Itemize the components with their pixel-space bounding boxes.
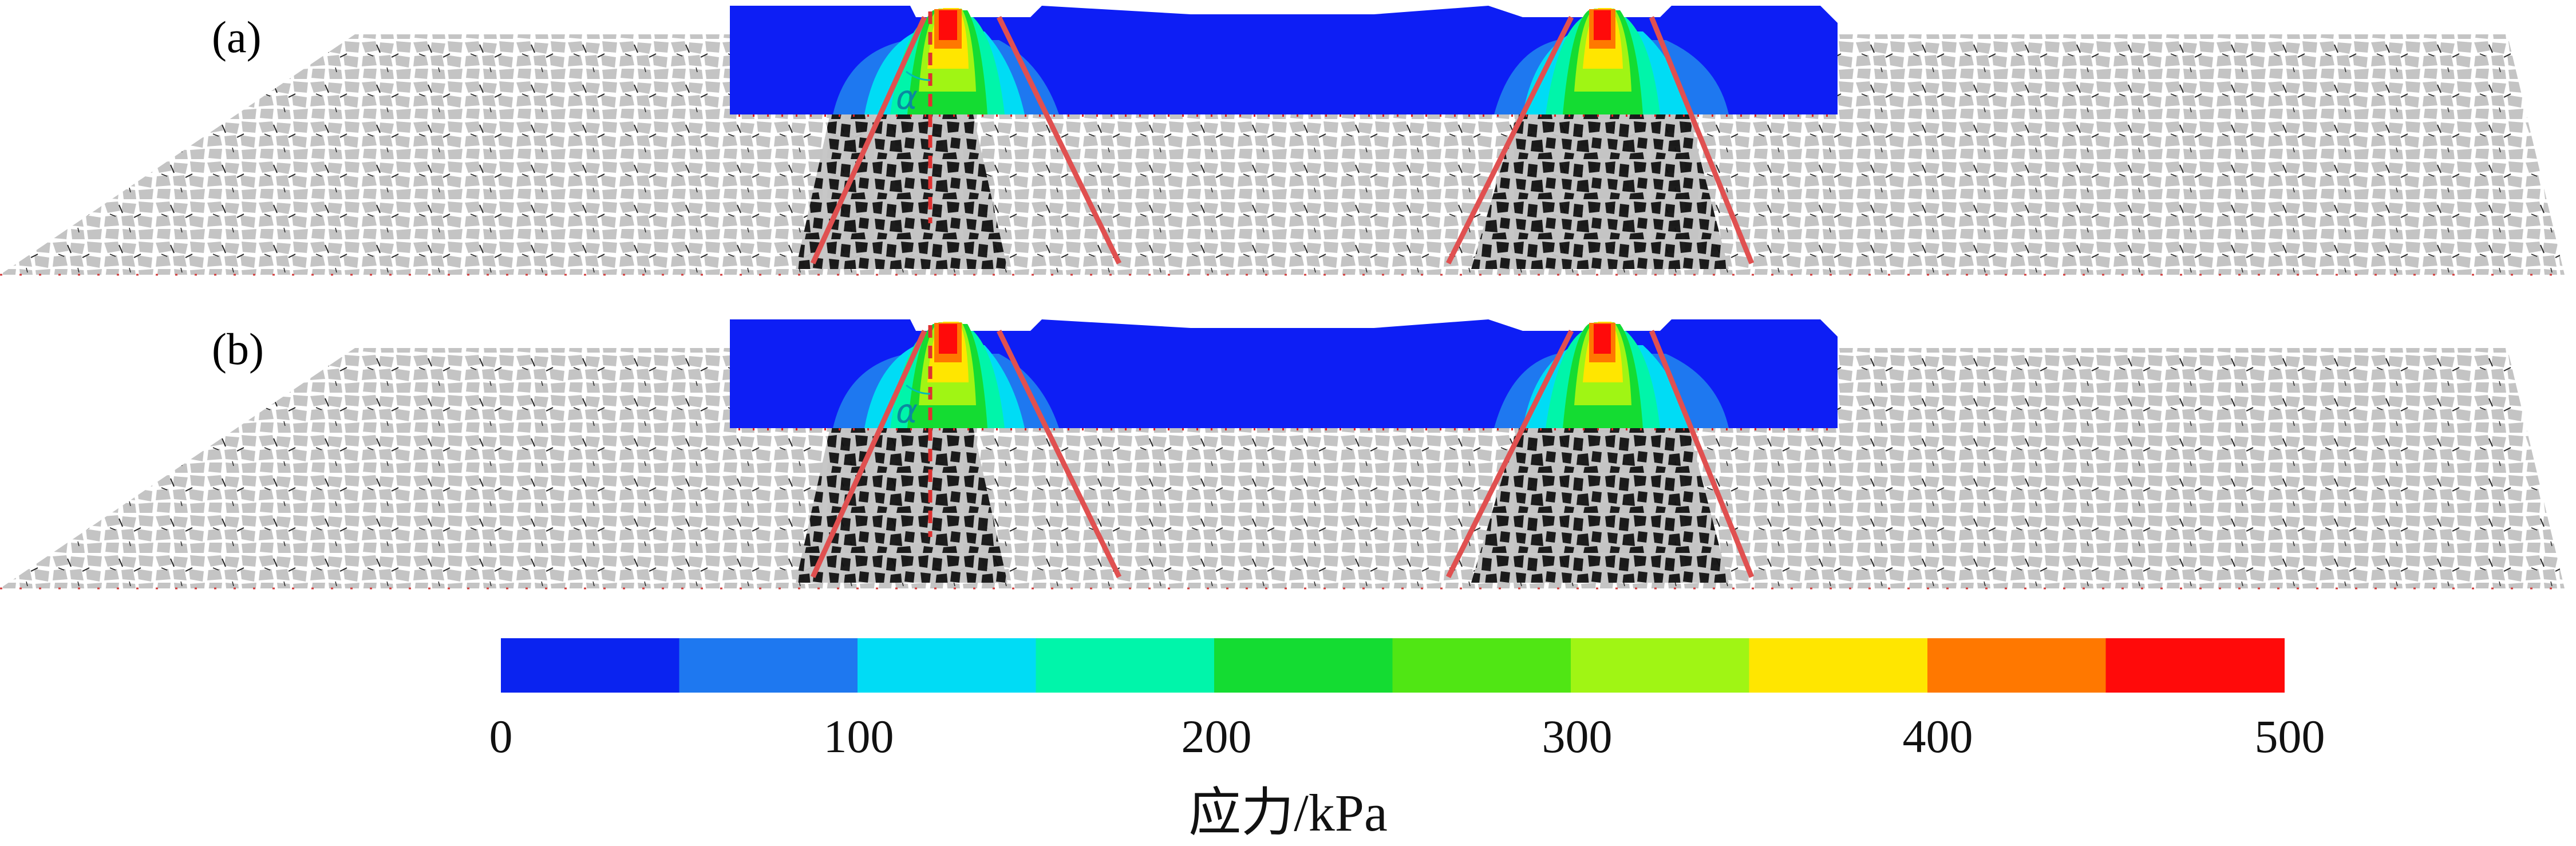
colorbar-segment-5	[1392, 638, 1571, 693]
angle-alpha-label: α	[896, 78, 918, 117]
colorbar-segment-1	[679, 638, 858, 693]
ballast-embankment	[0, 348, 2565, 588]
colorbar-tick-0: 0	[489, 710, 513, 762]
cone-line-left-inner	[996, 330, 1122, 578]
cone-line-right-inner	[1649, 330, 1755, 578]
colorbar-tick-300: 300	[1542, 710, 1613, 762]
colorbar-segment-7	[1749, 638, 1928, 693]
ballast-embankment	[0, 34, 2565, 275]
panel-a: α	[0, 6, 2565, 276]
colorbar	[501, 638, 2285, 693]
stress-contour-right-7	[1594, 10, 1611, 40]
colorbar-tick-100: 100	[823, 710, 894, 762]
panel-b: α	[0, 319, 2565, 590]
panel-b-label: (b)	[212, 324, 264, 374]
force-chain-left	[796, 428, 1008, 583]
cone-line-left-inner	[996, 16, 1122, 264]
force-chain-right	[1471, 428, 1729, 583]
force-chain-right	[1471, 114, 1729, 269]
colorbar-tick-400: 400	[1902, 710, 1973, 762]
cone-line-right-outer	[1445, 329, 1574, 579]
cone-line-left-outer	[810, 16, 927, 264]
colorbar-segment-3	[1036, 638, 1215, 693]
cone-line-left-outer	[810, 330, 927, 578]
cone-line-right-outer	[1445, 15, 1574, 265]
colorbar-title: 应力/kPa	[1188, 784, 1388, 842]
stress-contour-left-7	[939, 10, 957, 40]
colorbar-tick-500: 500	[2254, 710, 2325, 762]
cone-line-right-inner	[1649, 16, 1755, 264]
colorbar-segment-4	[1214, 638, 1393, 693]
stress-contour-left-7	[939, 324, 957, 354]
colorbar-segment-6	[1571, 638, 1750, 693]
colorbar-segment-0	[501, 638, 680, 693]
force-chain-left	[796, 114, 1008, 269]
panels-group: αα	[0, 6, 2565, 590]
angle-arc	[906, 70, 931, 81]
panel-a-label: (a)	[212, 12, 262, 62]
colorbar-segment-8	[1927, 638, 2107, 693]
colorbar-segment-2	[858, 638, 1037, 693]
diagram-canvas: αα	[0, 6, 2565, 693]
colorbar-tick-200: 200	[1181, 710, 1252, 762]
colorbar-segment-9	[2105, 638, 2285, 693]
stress-contour-right-7	[1594, 324, 1611, 354]
angle-arc	[906, 384, 931, 395]
angle-alpha-label: α	[896, 392, 918, 430]
